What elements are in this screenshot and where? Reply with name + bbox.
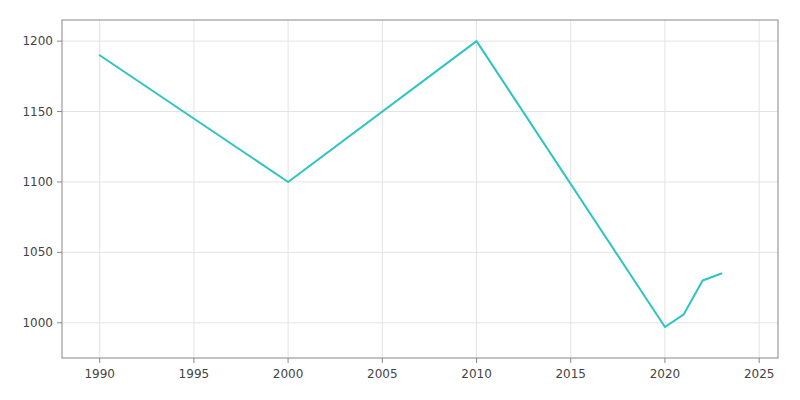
grid-line-x <box>476 20 477 358</box>
line <box>100 41 722 327</box>
plot-frame <box>62 20 778 358</box>
tick-mark-x <box>382 358 383 363</box>
grid-line-x <box>664 20 665 358</box>
tick-label-x: 2005 <box>367 367 398 381</box>
tick-label-y: 1200 <box>22 34 53 48</box>
grid-line-x <box>759 20 760 358</box>
grid-line-y <box>62 41 778 42</box>
grid <box>62 20 778 358</box>
tick-mark-x <box>570 358 571 363</box>
tick-label-x: 2015 <box>555 367 586 381</box>
grid-line-y <box>62 111 778 112</box>
tick-mark-x <box>664 358 665 363</box>
axes: 1990 1995 2000 2005 2010 2015 2020 2025 1000 1050… <box>22 34 774 381</box>
tick-label-x: 2025 <box>744 367 775 381</box>
tick-label-x: 2000 <box>273 367 304 381</box>
tick-mark-x <box>288 358 289 363</box>
tick-mark-y <box>57 322 62 323</box>
tick-label-x: 1990 <box>84 367 115 381</box>
tick-mark-y <box>57 181 62 182</box>
tick-mark-y <box>57 252 62 253</box>
tick-label-y: 1050 <box>22 245 53 259</box>
tick-label-x: 1995 <box>179 367 210 381</box>
page: {"chart_data": {"type": "line", "x": [19… <box>0 0 800 400</box>
tick-label-y: 1000 <box>22 316 53 330</box>
plot-area <box>62 20 778 358</box>
tick-label-x: 2010 <box>461 367 492 381</box>
tick-mark-x <box>476 358 477 363</box>
grid-line-x <box>193 20 194 358</box>
tick-mark-y <box>57 41 62 42</box>
grid-line-x <box>99 20 100 358</box>
tick-mark-y <box>57 111 62 112</box>
grid-line-x <box>570 20 571 358</box>
tick-mark-x <box>759 358 760 363</box>
series <box>100 41 722 327</box>
grid-line-y <box>62 181 778 182</box>
tick-label-y: 1150 <box>22 105 53 119</box>
tick-label-x: 2020 <box>650 367 681 381</box>
grid-line-x <box>288 20 289 358</box>
chart-container: 1990 1995 2000 2005 2010 2015 2020 2025 1000 1050… <box>0 0 800 400</box>
tick-mark-x <box>193 358 194 363</box>
grid-line-y <box>62 252 778 253</box>
chart: 1990 1995 2000 2005 2010 2015 2020 2025 1000 1050… <box>0 0 800 400</box>
tick-mark-x <box>99 358 100 363</box>
grid-line-x <box>382 20 383 358</box>
tick-label-y: 1100 <box>22 175 53 189</box>
